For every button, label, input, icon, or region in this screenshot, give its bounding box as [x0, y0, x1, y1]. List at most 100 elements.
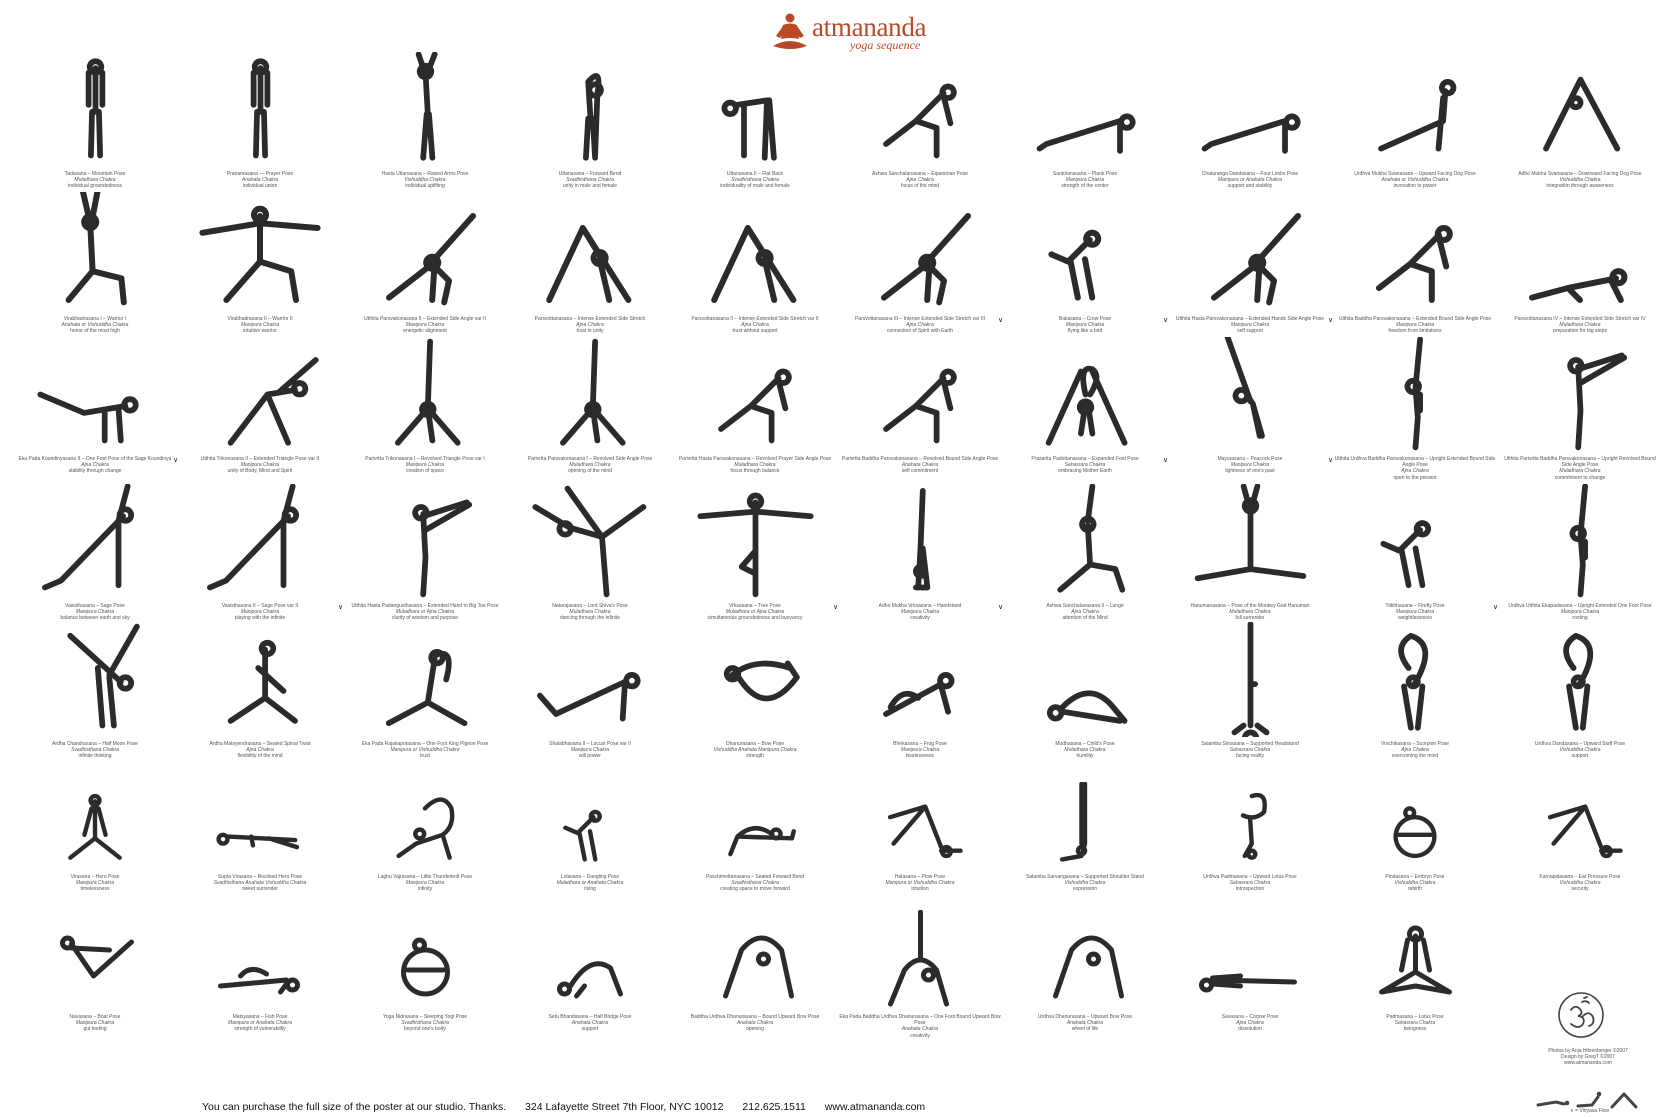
pose-figure [344, 622, 506, 737]
vinyasa-mark-icon: ∨ [1163, 457, 1169, 464]
pose-caption: Eka Pada Koundinyasana II – One Foot Pos… [14, 456, 176, 475]
pose-meaning: preparation for big steps [1553, 328, 1607, 335]
pose-caption: Urdhva Dandasana – Upward Staff Pose Vish… [1499, 741, 1661, 760]
pose-name: Utthita Baddha Parsvakonasana – Extended… [1338, 316, 1492, 322]
pose-caption: Salamba Sarvangasana – Supported Shoulde… [1004, 874, 1166, 893]
vinyasa-mark-icon: ∨ [1328, 457, 1334, 464]
pose-caption: Hasta Uttanasana – Raised Arms Pose Vishu… [344, 171, 506, 190]
pose-caption: Hanumanasana – Pose of the Monkey God Ha… [1169, 603, 1331, 622]
pose-chakra: Ajna Chakra [1401, 747, 1429, 754]
yoga-pose-figure-icon [386, 213, 476, 306]
pose-caption: Utthita Trikonasana II – Extended Triang… [179, 456, 341, 475]
pose-caption: Ashwa Sanchalanasana – Equestrian Pose Aj… [839, 171, 1001, 190]
pose-card: Ashwa Sanchalanasana – Equestrian Pose Aj… [839, 52, 1001, 199]
pose-name: Parsvottanasana IV – Intense Extended Si… [1514, 316, 1646, 322]
vinyasa-mark-icon: ∨ [998, 317, 1004, 324]
yoga-pose-figure-icon [559, 338, 626, 446]
pose-chakra: Manipura or Vishuddha Chakra [390, 747, 460, 754]
pose-card: Karnapidasana – Ear Pressure Pose Vishudd… [1499, 782, 1661, 902]
yoga-pose-figure-icon [1056, 484, 1125, 593]
pose-row: Virasana – Hero Pose Manipura Chakra timel… [14, 782, 1668, 902]
pose-chakra: Manipura Chakra [1065, 322, 1105, 329]
pose-meaning: intuitive warrior [243, 328, 277, 335]
pose-name: Uttanasana – Forward Bend [558, 171, 622, 177]
pose-chakra: Manipura Chakra [1395, 322, 1435, 329]
pose-name: Utthita Urdhva Baddha Parsvakonasana – U… [1334, 456, 1496, 469]
pose-figure [674, 337, 836, 452]
pose-name: Utthita Hasta Parsvakonasana – Extended … [1175, 316, 1325, 322]
pose-caption: Savasana – Corpse Pose Ajna Chakra dissolu… [1169, 1014, 1331, 1033]
pose-chakra: Manipura Chakra [1230, 462, 1270, 469]
pose-chakra: Manipura Chakra [405, 322, 445, 329]
pose-figure [839, 192, 1001, 312]
pose-chakra: Sahasrara Chakra [1394, 1020, 1436, 1027]
pose-name: Utthita Parivrtta Baddha Parsvakonasana … [1504, 456, 1656, 469]
pose-name: Karnapidasana – Ear Pressure Pose [1539, 874, 1621, 880]
pose-meaning: introspection [1235, 886, 1265, 893]
pose-figure [1334, 484, 1496, 599]
pose-caption: Navasana – Boat Pose Manipura Chakra gut f… [14, 1014, 176, 1033]
pose-meaning: support and stability [1227, 183, 1273, 190]
pose-name: Prasarita Padottanasana – Expanded Foot … [1031, 456, 1139, 462]
pose-caption: Parivrtta Parsvakonasana I – Revolved Si… [509, 456, 671, 475]
pose-card: Chaturanga Dandasana – Four Limbs Pose Ma… [1169, 52, 1331, 199]
pose-figure [14, 337, 176, 452]
pose-card: Paschimottanasana – Seated Forward Bend S… [674, 782, 836, 902]
pose-caption: Vrschikasana – Scorpion Pose Ajna Chakra o… [1334, 741, 1496, 760]
pose-figure [1169, 337, 1331, 452]
pose-name: Urdhva Utthita Ekapadasana – Upright Ext… [1508, 603, 1652, 609]
pose-figure [839, 337, 1001, 452]
pose-name: Parivrtta Hasta Parsvakonasana – Revolve… [678, 456, 832, 462]
pose-meaning: invocation to power [1393, 183, 1437, 190]
pose-chakra: Muladhara Chakra [1559, 468, 1601, 475]
pose-figure [1004, 484, 1166, 599]
footer-website-link[interactable]: www.atmananda.com [824, 1101, 926, 1113]
pose-card: Matsyasana – Fish Pose Manipura or Anahat… [179, 910, 341, 1042]
pose-card: Hanumanasana – Pose of the Monkey God Ha… [1169, 484, 1331, 631]
pose-name: Laghu Vajrasana – Little Thunderbolt Pos… [377, 874, 473, 880]
pose-name: Ardha Chandrasana – Half Moon Pose [52, 741, 138, 747]
pose-meaning: individual groundedness [68, 183, 122, 190]
pose-meaning: trust [420, 753, 430, 760]
yoga-pose-figure-icon [85, 58, 105, 159]
pose-card: Pranamasana — Prayer Pose Anahata Chakra i… [179, 52, 341, 199]
pose-card: Utthita Urdhva Baddha Parsvakonasana – U… [1334, 337, 1496, 484]
footer-phone: 212.625.1511 [742, 1101, 806, 1113]
pose-figure [1334, 337, 1496, 452]
pose-name: Adho Mukha Vrksasana – Handstand [878, 603, 962, 609]
yoga-pose-figure-icon [728, 826, 796, 857]
pose-caption: Dhanurasana – Bow Pose Vishuddha Anahata … [674, 741, 836, 760]
pose-chakra: Vishuddha Chakra [1559, 177, 1601, 184]
yoga-pose-figure-icon [696, 492, 814, 598]
pose-card: Uttanasana II – Flat Back Svadhisthana Ch… [674, 52, 836, 199]
pose-name: Ashwa Sanchalanasana – Equestrian Pose [872, 171, 968, 177]
pose-caption: Eka Pada Rajakapotasana – One Foot King … [344, 741, 506, 760]
yoga-pose-figure-icon [582, 73, 604, 161]
yoga-pose-figure-icon [1404, 337, 1423, 451]
yoga-pose-figure-icon [216, 832, 300, 850]
pose-card: Hasta Uttanasana – Raised Arms Pose Vishu… [344, 52, 506, 199]
yoga-pose-figure-icon [400, 937, 450, 997]
pose-figure [1169, 484, 1331, 599]
pose-meaning: attention of the Mind [1062, 615, 1108, 622]
yoga-pose-figure-icon [68, 793, 122, 860]
pose-caption: Utthita Hasta Padangusthasana – Extended… [344, 603, 506, 622]
pose-meaning: clarity of wisdom and purpose [391, 615, 459, 622]
pose-meaning: facing reality [1235, 753, 1265, 760]
pose-figure [509, 52, 671, 167]
pose-caption: Ardha Chandrasana – Half Moon Pose Svadhi… [14, 741, 176, 760]
pose-name: Urdhva Padmasana – Upward Lotus Pose [1203, 874, 1297, 880]
pose-caption: Natarajasana – Lord Shiva's Pose Muladhar… [509, 603, 671, 622]
pose-name: Lolasana – Dangling Pose [560, 874, 620, 880]
pose-chakra: Manipura or Vishuddha Chakra [885, 880, 955, 887]
pose-meaning: self support [1237, 328, 1263, 335]
pose-caption: Adho Mukha Vrksasana – Handstand Manipura… [839, 603, 1001, 622]
pose-caption: Shalabhasana II – Locust Pose var II Mani… [509, 741, 671, 760]
pose-card: Virasana – Hero Pose Manipura Chakra timel… [14, 782, 176, 902]
pose-card: Lolasana – Dangling Pose Muladhara or Ana… [509, 782, 671, 902]
pose-figure [14, 52, 176, 167]
pose-card: Urdhva Mukha Svanasana – Upward Facing D… [1334, 52, 1496, 199]
pose-caption: Prasarita Padottanasana – Expanded Foot … [1004, 456, 1166, 475]
pose-meaning: dissolution [1238, 1026, 1262, 1033]
pose-meaning: flexibility of the mind [237, 753, 283, 760]
